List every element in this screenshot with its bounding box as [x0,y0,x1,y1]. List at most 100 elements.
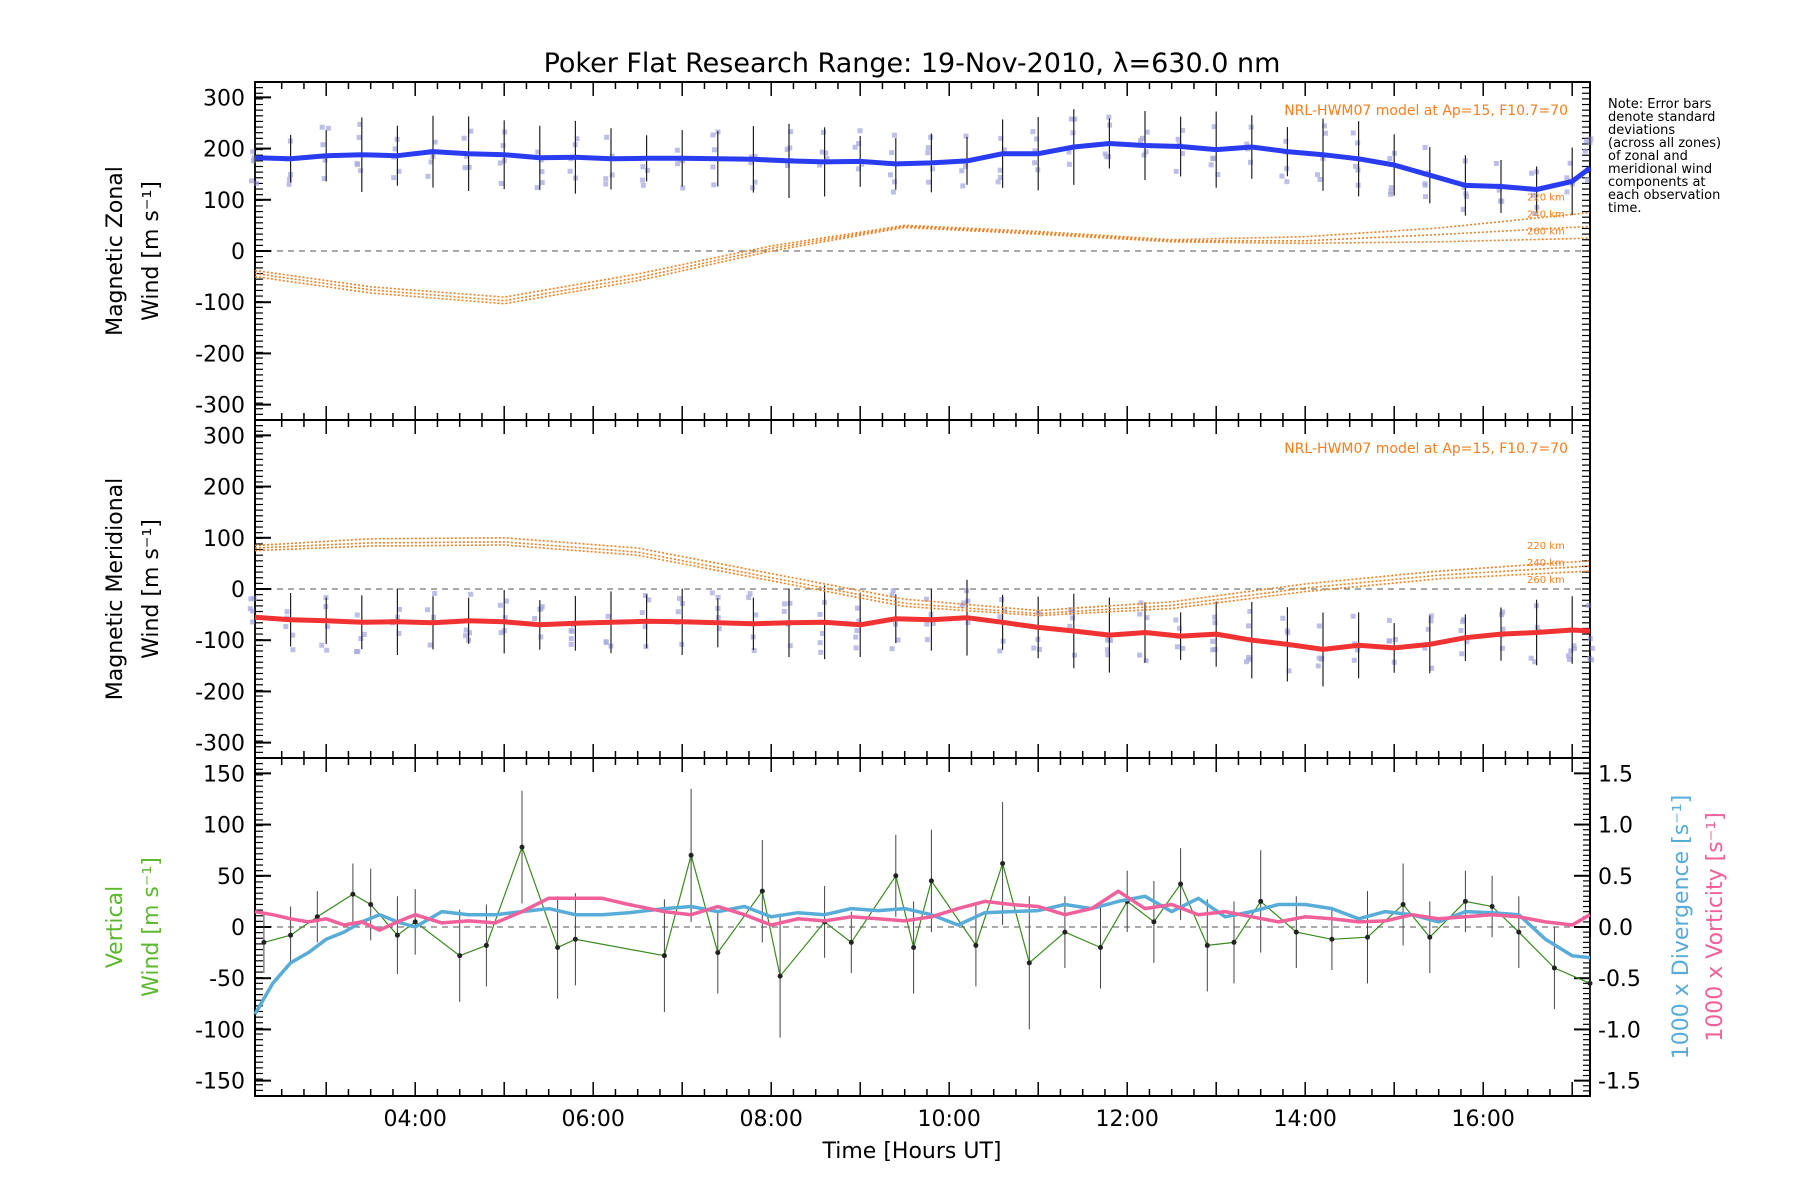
zone-marker [646,597,652,603]
zone-marker [639,177,645,183]
zone-marker [1247,657,1253,663]
x-tick-label: 04:00 [383,1107,446,1132]
vertical-wind-point [1587,980,1593,986]
note-line: components at [1608,175,1706,190]
zone-marker [1106,114,1112,120]
zone-marker [497,602,503,608]
zone-marker [1355,140,1361,146]
zone-marker [1067,623,1073,629]
vertical-wind-point [1178,881,1184,887]
zone-marker [752,153,758,159]
zone-marker [1034,136,1040,142]
zone-marker [1244,141,1250,147]
zone-marker [538,634,544,640]
main-wind-line [254,614,1591,652]
y2-tick-label: 0.0 [1598,916,1633,941]
zone-marker [853,634,859,640]
vertical-wind-point [368,901,374,907]
note-line: each observation [1608,188,1720,203]
y-tick-label: 200 [203,476,245,501]
zone-marker [821,129,827,135]
zone-marker [325,125,331,131]
zone-marker [1139,135,1145,141]
panel-zonal: 300 200 100 0 -100 -200 -300 Magnetic Zonal Wind… [103,81,1594,421]
zone-marker [782,601,788,607]
model-curve-model-260-km [254,544,1591,617]
y-axis-label-line2: Wind [m s⁻¹] [139,519,164,659]
zone-marker [1315,663,1321,669]
vertical-wind-point [661,953,667,959]
zone-marker [781,608,787,614]
zone-marker [639,610,645,616]
zone-marker [818,649,824,655]
zone-marker [1143,149,1149,155]
zone-marker [574,136,580,142]
vertical-wind-point [1516,929,1522,935]
zone-marker [1321,123,1327,129]
vertical-wind-point [777,973,783,979]
zone-marker [716,626,722,632]
zone-marker [1180,645,1186,651]
zone-marker [567,168,573,174]
zone-marker [1069,609,1075,615]
zone-marker [1387,638,1393,644]
zone-marker [753,612,759,618]
vertical-wind-point [1151,919,1157,925]
zone-marker [1499,645,1505,651]
zone-marker [642,593,648,599]
zone-marker [500,143,506,149]
y-tick-label: 0 [231,240,245,265]
zone-marker [605,613,611,619]
y-tick-label: -50 [209,967,245,992]
x-tick-label: 10:00 [917,1107,980,1132]
zone-marker [1350,130,1356,136]
zone-marker [464,153,470,159]
zone-marker [1317,177,1323,183]
zone-marker [604,134,610,140]
zone-marker [643,644,649,650]
x-axis-label: Time [Hours UT] [822,1139,1002,1164]
zone-marker [817,162,823,168]
zone-marker [354,612,360,618]
y-tick-label: -200 [195,342,245,367]
zone-marker [248,596,254,602]
zone-marker [353,649,359,655]
zone-marker [1068,116,1074,122]
zone-marker [1138,600,1144,606]
zone-marker [1493,160,1499,166]
zone-marker [852,144,858,150]
zone-marker [1144,615,1150,621]
y-tick-label: -100 [195,629,245,654]
zone-marker [1173,168,1179,174]
zone-marker [251,155,257,161]
zone-marker [568,641,574,647]
zone-marker [603,176,609,182]
zone-marker [1532,659,1538,665]
zone-marker [1316,623,1322,629]
zone-marker [854,628,860,634]
zone-marker [1425,626,1431,632]
y-tick-label: -100 [195,291,245,316]
vertical-wind-point [1098,944,1103,950]
vertical-wind-point [1427,934,1433,940]
zone-marker [466,630,472,636]
altitude-label: 240 km [1527,558,1565,569]
zone-marker [823,150,829,156]
zone-marker [890,588,896,594]
zone-marker [321,176,327,182]
zone-marker [504,598,510,604]
zone-marker [711,182,717,188]
zone-marker [248,178,254,184]
zone-marker [855,166,861,172]
zone-marker [999,597,1005,603]
note-line: meridional wind [1608,162,1712,177]
zone-marker [923,596,929,602]
zone-marker [539,169,545,175]
zone-marker [680,185,686,191]
zone-marker [1429,665,1435,671]
zone-marker [1070,615,1076,621]
zone-marker [963,133,969,139]
zone-marker [1176,625,1182,631]
